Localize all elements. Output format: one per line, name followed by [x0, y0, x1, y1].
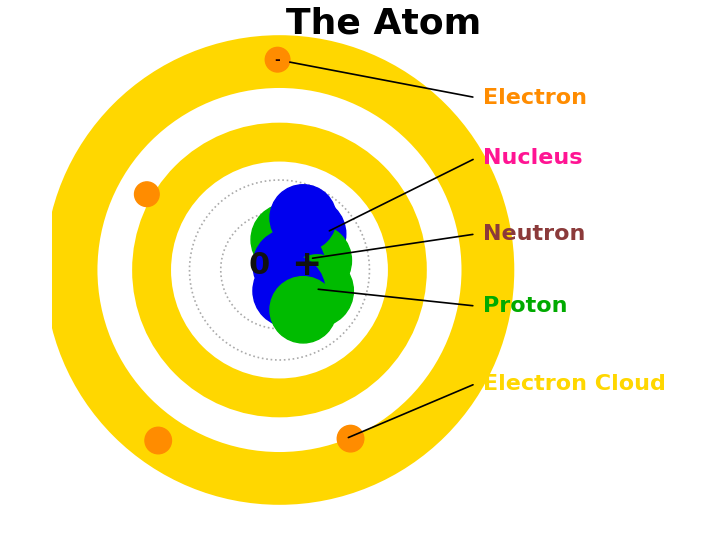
- Circle shape: [253, 230, 325, 301]
- Text: 0: 0: [248, 251, 269, 280]
- Text: Neutron: Neutron: [483, 224, 585, 244]
- Circle shape: [337, 426, 364, 452]
- Text: Nucleus: Nucleus: [483, 148, 582, 168]
- Circle shape: [253, 255, 325, 327]
- Circle shape: [251, 204, 323, 276]
- Circle shape: [279, 225, 351, 296]
- Circle shape: [265, 48, 290, 72]
- Text: Electron: Electron: [483, 87, 587, 107]
- Circle shape: [135, 182, 159, 206]
- Text: Electron Cloud: Electron Cloud: [483, 374, 666, 394]
- Circle shape: [145, 427, 171, 454]
- Text: The Atom: The Atom: [286, 6, 481, 40]
- Circle shape: [274, 198, 346, 270]
- Circle shape: [270, 185, 336, 251]
- Text: Proton: Proton: [483, 296, 567, 316]
- Circle shape: [282, 255, 354, 327]
- Text: -: -: [275, 53, 281, 66]
- Text: +: +: [291, 248, 321, 282]
- Circle shape: [270, 276, 336, 343]
